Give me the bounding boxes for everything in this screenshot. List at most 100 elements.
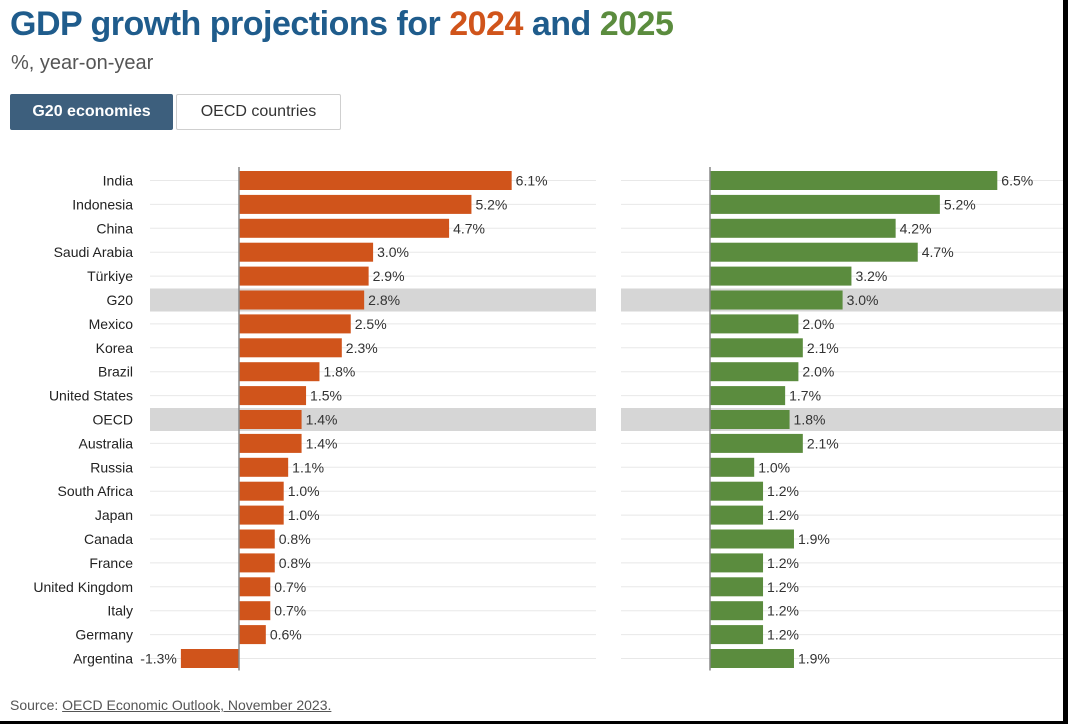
data-label-2024-brazil: 1.8% (323, 364, 355, 380)
data-label-2025-australia: 2.1% (807, 435, 839, 451)
bar-2025-china (710, 218, 896, 238)
bar-2024-mexico (239, 314, 351, 334)
data-label-2024-australia: 1.4% (306, 435, 338, 451)
bar-2025-germany (710, 625, 764, 645)
tab-oecd-countries[interactable]: OECD countries (176, 94, 341, 130)
bar-2024-australia (239, 433, 302, 453)
highlight-band (150, 408, 596, 431)
category-label-saudi-arabia: Saudi Arabia (54, 244, 134, 260)
title-mid: and (522, 5, 600, 43)
category-label-italy: Italy (107, 603, 133, 619)
data-label-2025-france: 1.2% (767, 555, 799, 571)
bar-2024-united-states (239, 386, 307, 406)
bar-2025-united-states (710, 386, 786, 406)
bar-2025-mexico (710, 314, 799, 334)
bar-2024-france (239, 553, 275, 573)
bar-2025-united-kingdom (710, 577, 764, 597)
data-label-2025-india: 6.5% (1001, 173, 1033, 189)
data-label-2024-united-kingdom: 0.7% (274, 579, 306, 595)
category-label-russia: Russia (90, 459, 133, 475)
data-label-2025-italy: 1.2% (767, 603, 799, 619)
bar-2024-united-kingdom (239, 577, 271, 597)
bar-2024-germany (239, 625, 266, 645)
bar-2024-turkiye (239, 266, 369, 286)
data-label-2025-argentina: 1.9% (798, 651, 830, 667)
bar-2024-japan (239, 505, 284, 525)
bar-2025-russia (710, 457, 755, 477)
bar-2025-australia (710, 433, 803, 453)
data-label-2024-mexico: 2.5% (355, 316, 387, 332)
bar-2025-saudi-arabia (710, 242, 918, 262)
data-label-2025-turkiye: 3.2% (855, 268, 887, 284)
page-title: GDP growth projections for 2024 and 2025 (10, 2, 674, 46)
bar-2024-canada (239, 529, 275, 549)
bar-2024-south-africa (239, 481, 284, 501)
data-label-2025-g20: 3.0% (847, 292, 879, 308)
bar-2024-g20 (239, 290, 365, 310)
data-label-2024-argentina: -1.3% (140, 651, 177, 667)
bar-2025-south-africa (710, 481, 764, 501)
bar-2025-brazil (710, 362, 799, 382)
bar-2024-argentina (180, 649, 239, 668)
data-label-2024-saudi-arabia: 3.0% (377, 244, 409, 260)
tab-g20-economies[interactable]: G20 economies (10, 94, 173, 130)
bar-2025-india (710, 171, 998, 190)
data-label-2024-indonesia: 5.2% (475, 196, 507, 212)
data-label-2024-turkiye: 2.9% (373, 268, 405, 284)
bar-2024-italy (239, 601, 271, 621)
data-label-2025-russia: 1.0% (758, 459, 790, 475)
bar-2024-brazil (239, 362, 320, 382)
data-label-2024-germany: 0.6% (270, 627, 302, 643)
bar-2024-china (239, 218, 450, 238)
data-label-2025-united-kingdom: 1.2% (767, 579, 799, 595)
category-label-united-states: United States (49, 388, 133, 404)
data-label-2024-south-africa: 1.0% (288, 483, 320, 499)
data-label-2024-russia: 1.1% (292, 459, 324, 475)
source-link[interactable]: OECD Economic Outlook, November 2023. (62, 697, 332, 713)
data-label-2024-oecd: 1.4% (306, 412, 338, 428)
data-label-2025-south-africa: 1.2% (767, 483, 799, 499)
data-label-2024-g20: 2.8% (368, 292, 400, 308)
bar-2025-japan (710, 505, 764, 525)
data-label-2025-saudi-arabia: 4.7% (922, 244, 954, 260)
title-year-2024: 2024 (449, 5, 523, 43)
bar-2025-canada (710, 529, 794, 549)
data-label-2025-mexico: 2.0% (802, 316, 834, 332)
data-label-2025-brazil: 2.0% (802, 364, 834, 380)
category-label-united-kingdom: United Kingdom (33, 579, 133, 595)
data-label-2024-canada: 0.8% (279, 531, 311, 547)
data-label-2024-korea: 2.3% (346, 340, 378, 356)
bar-2024-oecd (239, 410, 302, 429)
data-label-2024-china: 4.7% (453, 220, 485, 236)
category-label-indonesia: Indonesia (72, 196, 133, 212)
category-label-mexico: Mexico (89, 316, 134, 332)
category-label-oecd: OECD (93, 412, 133, 428)
data-label-2025-united-states: 1.7% (789, 388, 821, 404)
category-label-canada: Canada (84, 531, 133, 547)
category-label-japan: Japan (95, 507, 133, 523)
category-label-france: France (89, 555, 133, 571)
category-label-turkiye: Türkiye (87, 268, 133, 284)
bar-2025-italy (710, 601, 764, 621)
data-label-2025-china: 4.2% (900, 220, 932, 236)
bar-chart: India Indonesia China Saudi Arabia Türkiye G2… (33, 167, 1063, 671)
data-label-2025-oecd: 1.8% (794, 412, 826, 428)
category-label-south-africa: South Africa (58, 483, 134, 499)
bar-2024-russia (239, 457, 289, 477)
bar-2025-france (710, 553, 764, 573)
data-label-2024-japan: 1.0% (288, 507, 320, 523)
title-prefix: GDP growth projections for (10, 5, 450, 43)
bar-2025-korea (710, 338, 803, 358)
data-label-2024-italy: 0.7% (274, 603, 306, 619)
bar-2025-argentina (710, 649, 794, 668)
category-label-australia: Australia (79, 435, 134, 451)
bar-2025-oecd (710, 410, 790, 429)
category-label-germany: Germany (75, 627, 133, 643)
bar-2025-g20 (710, 290, 843, 310)
title-year-2025: 2025 (599, 5, 674, 43)
bar-2025-indonesia (710, 194, 940, 214)
bar-2024-korea (239, 338, 342, 358)
data-label-2025-japan: 1.2% (767, 507, 799, 523)
category-label-brazil: Brazil (98, 364, 133, 380)
